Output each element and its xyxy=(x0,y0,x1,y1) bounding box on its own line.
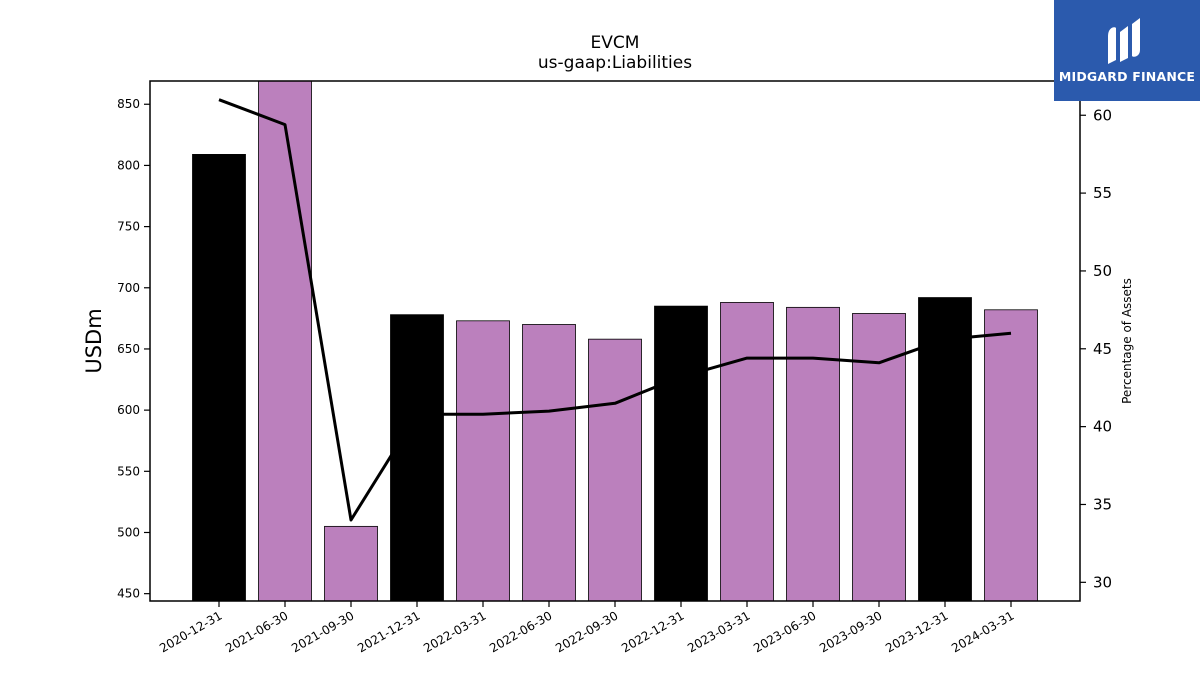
y2-tick-label: 60 xyxy=(1093,106,1112,124)
y-tick-label: 800 xyxy=(117,158,140,172)
y-tick-label: 450 xyxy=(117,587,140,601)
x-tick-label: 2023-03-31 xyxy=(685,608,752,655)
x-tick-label: 2024-03-31 xyxy=(949,608,1016,655)
bar xyxy=(522,324,576,602)
x-tick-label: 2022-06-30 xyxy=(487,608,554,655)
y2-tick-label: 45 xyxy=(1093,340,1112,358)
y2-tick-label: 30 xyxy=(1093,573,1112,591)
brand-logo: MIDGARD FINANCE xyxy=(1054,0,1200,101)
bar xyxy=(786,306,840,602)
bar xyxy=(390,314,444,602)
x-tick-label: 2023-06-30 xyxy=(751,608,818,655)
chart-subtitle: us-gaap:Liabilities xyxy=(538,53,692,73)
bar xyxy=(258,80,312,602)
x-tick-label: 2022-09-30 xyxy=(553,608,620,655)
x-axis-ticks: 2020-12-312021-06-302021-09-302021-12-31… xyxy=(157,601,1017,655)
y-tick-label: 600 xyxy=(117,403,140,417)
y2-axis-label: Percentage of Assets xyxy=(1120,278,1134,404)
bar xyxy=(984,309,1038,602)
y-tick-label: 850 xyxy=(117,97,140,111)
x-tick-label: 2020-12-31 xyxy=(157,608,224,655)
x-tick-label: 2022-03-31 xyxy=(421,608,488,655)
x-tick-label: 2023-12-31 xyxy=(883,608,950,655)
bar xyxy=(192,154,246,602)
bar-series xyxy=(192,80,1038,602)
bar xyxy=(720,302,774,602)
x-tick-label: 2021-09-30 xyxy=(289,608,356,655)
bar xyxy=(918,297,972,602)
y2-tick-label: 50 xyxy=(1093,262,1112,280)
y-axis-label: USDm xyxy=(82,308,106,373)
bar xyxy=(456,320,510,602)
line-series xyxy=(218,98,1012,522)
y2-tick-label: 55 xyxy=(1093,184,1112,202)
y2-tick-label: 40 xyxy=(1093,418,1112,436)
chart-title: EVCM xyxy=(591,33,640,53)
left-axis-ticks: 450 500 550 600 650 700 750 800 850 xyxy=(117,97,150,601)
x-tick-label: 2023-09-30 xyxy=(817,608,884,655)
bar xyxy=(654,305,708,602)
x-tick-label: 2021-06-30 xyxy=(223,608,290,655)
y-tick-label: 650 xyxy=(117,342,140,356)
y-tick-label: 550 xyxy=(117,464,140,478)
y-tick-label: 750 xyxy=(117,220,140,234)
y2-tick-label: 35 xyxy=(1093,495,1112,513)
logo-text: MIDGARD FINANCE xyxy=(1058,69,1196,84)
bar xyxy=(588,338,642,602)
bar xyxy=(324,525,378,602)
x-tick-label: 2021-12-31 xyxy=(355,608,422,655)
logo-mark-icon xyxy=(1108,18,1140,64)
x-tick-label: 2022-12-31 xyxy=(619,608,686,655)
y-tick-label: 500 xyxy=(117,525,140,539)
right-axis-ticks: 30 35 40 45 50 55 60 xyxy=(1080,106,1112,591)
y-tick-label: 700 xyxy=(117,281,140,295)
percentage-line xyxy=(218,98,1012,522)
